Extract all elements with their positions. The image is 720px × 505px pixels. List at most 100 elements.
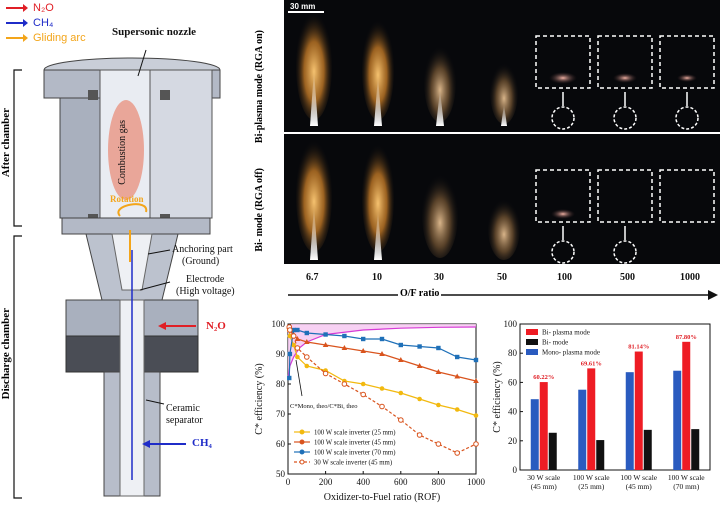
ceramic-leader xyxy=(145,399,165,405)
data-point xyxy=(379,351,385,356)
category-label: (45 mm) xyxy=(531,482,558,491)
data-point xyxy=(304,339,310,344)
data-point xyxy=(342,333,347,339)
data-point xyxy=(416,432,423,438)
combustion-gas-label: Combustion gas xyxy=(117,120,128,185)
mid-flange xyxy=(61,217,211,235)
data-point xyxy=(295,354,300,360)
bar xyxy=(691,429,700,470)
legend-label: Bi- plasma mode xyxy=(542,329,590,337)
of-axis-label: O/F ratio xyxy=(398,288,442,299)
ratio-label: 6.7 xyxy=(306,272,319,283)
bolt xyxy=(88,90,98,100)
data-point xyxy=(436,345,441,351)
legend-marker xyxy=(299,439,305,445)
bar xyxy=(578,389,587,470)
y-tick-label: 80 xyxy=(508,348,518,358)
data-point xyxy=(379,403,385,410)
data-point xyxy=(304,330,309,336)
theory-shaded-region xyxy=(288,324,476,378)
data-point xyxy=(361,336,366,342)
flame-50 xyxy=(490,60,518,124)
separator-label: separator xyxy=(166,415,203,426)
flame-50-off xyxy=(488,196,520,260)
bar xyxy=(587,368,596,470)
category-label: (45 mm) xyxy=(626,482,653,491)
category-label: 100 W scale xyxy=(668,473,705,482)
legend-ch4: CH₄ xyxy=(6,17,53,29)
legend-label: Mono- plasma mode xyxy=(542,349,600,357)
data-point xyxy=(304,363,310,369)
x-tick-label: 600 xyxy=(394,477,408,487)
data-point xyxy=(294,336,301,341)
row1-label: Bi-plasma mode (RGA on) xyxy=(254,30,265,144)
data-point xyxy=(473,413,479,418)
y-tick-label: 40 xyxy=(508,407,518,417)
rotation-label: Rotation xyxy=(110,194,144,204)
flame-photo-grid xyxy=(284,0,720,264)
of-axis-arrow xyxy=(288,290,718,300)
row2-flames xyxy=(296,140,715,264)
data-point xyxy=(322,370,329,377)
category-label: 100 W scale xyxy=(573,473,610,482)
data-point xyxy=(341,381,348,387)
line-legend: 100 W scale inverter (25 mm) 100 W scale … xyxy=(294,429,395,467)
scale-bar-label: 30 mm xyxy=(290,2,316,11)
y-tick-label: 70 xyxy=(276,409,286,419)
data-point xyxy=(287,333,293,339)
bar xyxy=(682,341,691,470)
bar-value-label: 60.22% xyxy=(533,374,554,381)
flame-30 xyxy=(424,42,456,122)
legend-marker xyxy=(299,459,305,465)
ch4-inlet-label: CH₄ xyxy=(192,437,212,449)
y-axis-label: C* efficiency (%) xyxy=(254,363,265,434)
legend-swatch xyxy=(526,339,538,345)
y-tick-label: 50 xyxy=(276,469,286,479)
arc-arrow-icon xyxy=(6,34,28,42)
ground-label: (Ground) xyxy=(182,256,220,267)
core-6-7 xyxy=(310,70,318,126)
bar xyxy=(539,382,548,470)
supersonic-nozzle-label: Supersonic nozzle xyxy=(112,26,197,38)
electrode-label: Electrode xyxy=(186,274,225,285)
y-tick-label: 100 xyxy=(504,319,518,329)
data-point xyxy=(398,357,404,362)
data-point xyxy=(416,363,423,368)
data-point xyxy=(473,441,479,447)
ratio-label: 30 xyxy=(434,272,444,283)
row1-flames xyxy=(288,11,715,130)
data-point xyxy=(322,342,329,347)
of-arrowhead-icon xyxy=(708,290,718,300)
x-tick-label: 1000 xyxy=(467,477,486,487)
ratio-label: 1000 xyxy=(680,272,700,283)
data-point xyxy=(360,391,366,398)
data-point xyxy=(454,450,460,456)
bar-value-label: 69.61% xyxy=(581,360,602,367)
y-tick-label: 0 xyxy=(513,465,518,475)
data-point xyxy=(304,354,310,360)
bar xyxy=(596,440,605,470)
after-chamber-label: After chamber xyxy=(0,108,12,178)
bar xyxy=(634,351,643,470)
row2-label: Bi- mode (RGA off) xyxy=(254,168,265,252)
ceramic-label: Ceramic xyxy=(166,403,200,414)
bar xyxy=(643,429,652,470)
ch4-arrowhead-icon xyxy=(142,440,150,448)
ratio-label: 500 xyxy=(620,272,635,283)
n2o-arrowhead-icon xyxy=(158,322,166,330)
legend-label: 100 W scale inverter (25 mm) xyxy=(314,430,395,437)
ratio-label: 50 xyxy=(497,272,507,283)
legend-label: 100 W scale inverter (45 mm) xyxy=(314,440,395,447)
annotation-leader xyxy=(295,359,303,397)
data-point xyxy=(341,345,348,350)
legend-n2o-label: N₂O xyxy=(33,2,54,14)
data-point xyxy=(287,375,292,381)
bar xyxy=(530,399,539,470)
ch4-arrow-icon xyxy=(6,19,28,27)
zoom-box-1000 xyxy=(659,35,715,89)
legend-marker xyxy=(299,449,305,455)
data-point xyxy=(294,345,301,351)
data-point xyxy=(436,402,441,408)
x-tick-label: 800 xyxy=(432,477,446,487)
bolt xyxy=(160,90,170,100)
